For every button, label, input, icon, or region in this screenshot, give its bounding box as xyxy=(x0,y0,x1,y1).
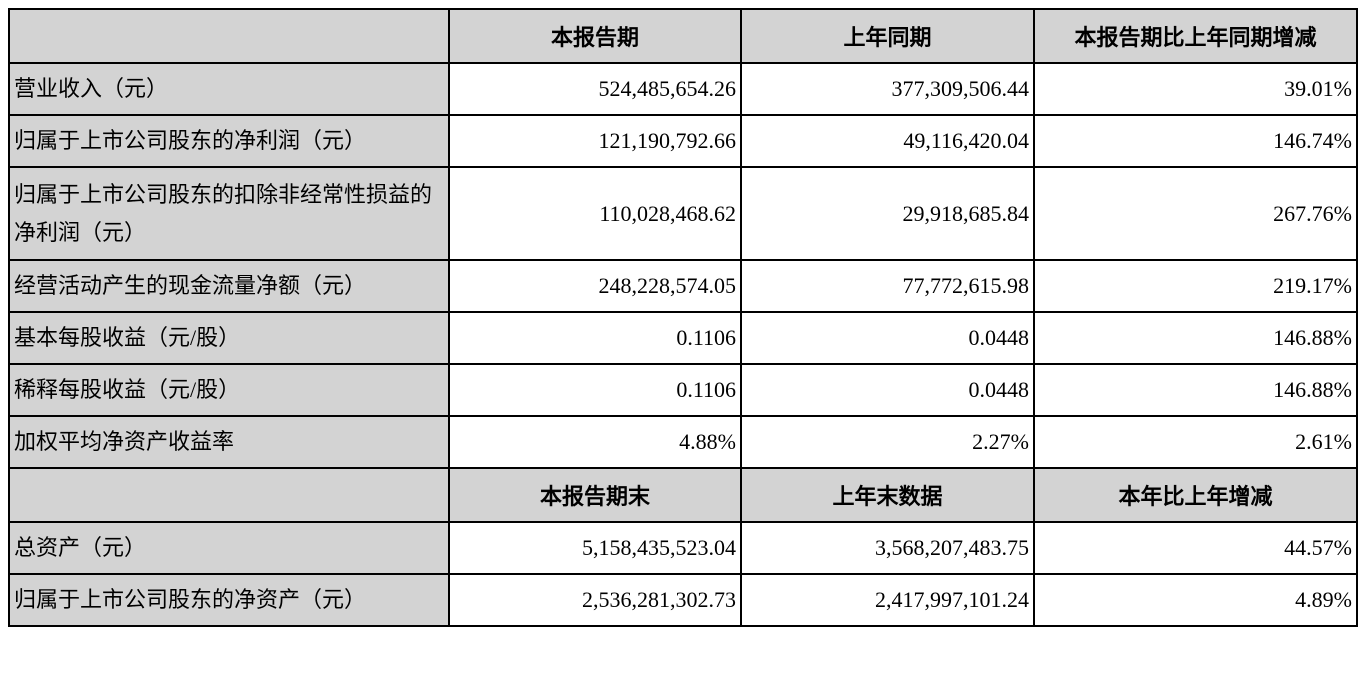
cell-current: 4.88% xyxy=(448,415,742,469)
column-header: 本报告期末 xyxy=(448,467,742,523)
column-header xyxy=(8,8,450,64)
column-header: 本报告期比上年同期增减 xyxy=(1033,8,1358,64)
table-row: 归属于上市公司股东的扣除非经常性损益的净利润（元） 110,028,468.62 2… xyxy=(8,166,1358,261)
cell-change: 267.76% xyxy=(1033,166,1358,261)
cell-label: 营业收入（元） xyxy=(8,62,450,116)
cell-change: 4.89% xyxy=(1033,573,1358,627)
cell-current: 0.1106 xyxy=(448,311,742,365)
cell-current: 5,158,435,523.04 xyxy=(448,521,742,575)
cell-change: 146.74% xyxy=(1033,114,1358,168)
cell-prior: 77,772,615.98 xyxy=(740,259,1035,313)
table-row: 基本每股收益（元/股） 0.1106 0.0448 146.88% xyxy=(8,311,1358,365)
table-row: 归属于上市公司股东的净资产（元） 2,536,281,302.73 2,417,99… xyxy=(8,573,1358,627)
table-row: 营业收入（元） 524,485,654.26 377,309,506.44 39.01… xyxy=(8,62,1358,116)
column-header xyxy=(8,467,450,523)
cell-label: 归属于上市公司股东的扣除非经常性损益的净利润（元） xyxy=(8,166,450,261)
cell-change: 44.57% xyxy=(1033,521,1358,575)
cell-change: 39.01% xyxy=(1033,62,1358,116)
column-header: 上年同期 xyxy=(740,8,1035,64)
cell-label: 归属于上市公司股东的净利润（元） xyxy=(8,114,450,168)
cell-prior: 377,309,506.44 xyxy=(740,62,1035,116)
cell-current: 121,190,792.66 xyxy=(448,114,742,168)
cell-change: 146.88% xyxy=(1033,311,1358,365)
table-row: 经营活动产生的现金流量净额（元） 248,228,574.05 77,772,615… xyxy=(8,259,1358,313)
table-row: 总资产（元） 5,158,435,523.04 3,568,207,483.75 44… xyxy=(8,521,1358,575)
header-row: 本报告期 上年同期 本报告期比上年同期增减 xyxy=(8,8,1358,64)
table-row: 归属于上市公司股东的净利润（元） 121,190,792.66 49,116,420… xyxy=(8,114,1358,168)
cell-current: 524,485,654.26 xyxy=(448,62,742,116)
table-row: 加权平均净资产收益率 4.88% 2.27% 2.61% xyxy=(8,415,1358,469)
cell-label: 经营活动产生的现金流量净额（元） xyxy=(8,259,450,313)
cell-change: 219.17% xyxy=(1033,259,1358,313)
financial-summary-table: 本报告期 上年同期 本报告期比上年同期增减 营业收入（元） 524,485,654.26… xyxy=(8,8,1358,627)
column-header: 本年比上年增减 xyxy=(1033,467,1358,523)
cell-prior: 29,918,685.84 xyxy=(740,166,1035,261)
cell-current: 110,028,468.62 xyxy=(448,166,742,261)
cell-current: 2,536,281,302.73 xyxy=(448,573,742,627)
cell-change: 2.61% xyxy=(1033,415,1358,469)
cell-prior: 49,116,420.04 xyxy=(740,114,1035,168)
cell-label: 基本每股收益（元/股） xyxy=(8,311,450,365)
cell-prior: 0.0448 xyxy=(740,311,1035,365)
cell-prior: 2.27% xyxy=(740,415,1035,469)
cell-change: 146.88% xyxy=(1033,363,1358,417)
column-header: 本报告期 xyxy=(448,8,742,64)
column-header: 上年末数据 xyxy=(740,467,1035,523)
cell-label: 加权平均净资产收益率 xyxy=(8,415,450,469)
table-row: 稀释每股收益（元/股） 0.1106 0.0448 146.88% xyxy=(8,363,1358,417)
cell-label: 归属于上市公司股东的净资产（元） xyxy=(8,573,450,627)
cell-prior: 0.0448 xyxy=(740,363,1035,417)
header-row: 本报告期末 上年末数据 本年比上年增减 xyxy=(8,467,1358,523)
cell-prior: 2,417,997,101.24 xyxy=(740,573,1035,627)
cell-label: 稀释每股收益（元/股） xyxy=(8,363,450,417)
cell-label: 总资产（元） xyxy=(8,521,450,575)
cell-prior: 3,568,207,483.75 xyxy=(740,521,1035,575)
cell-current: 248,228,574.05 xyxy=(448,259,742,313)
cell-current: 0.1106 xyxy=(448,363,742,417)
